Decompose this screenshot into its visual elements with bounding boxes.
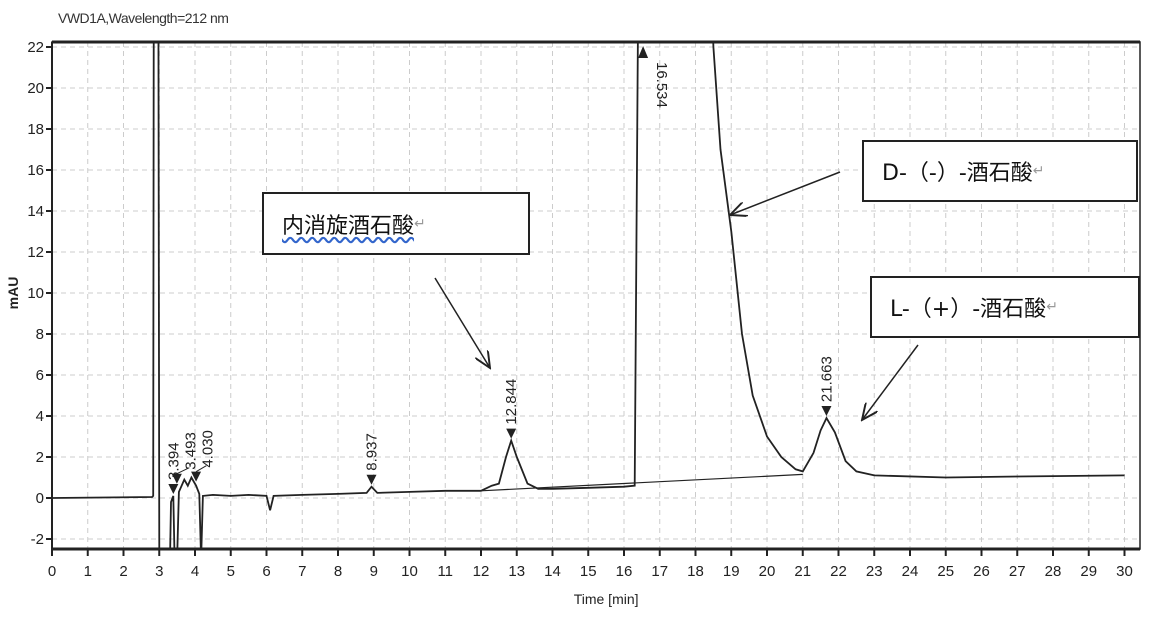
series-group bbox=[52, 42, 1125, 549]
x-tick-label: 11 bbox=[437, 563, 453, 580]
y-tick-label: 2 bbox=[36, 449, 44, 466]
annotation-l-tartaric-acid: L-（+）-酒石酸 ↵ bbox=[870, 276, 1140, 338]
x-tick-label: 16 bbox=[616, 563, 633, 580]
x-tick-label: 15 bbox=[580, 563, 597, 580]
annotation-text: D-（-）-酒石酸 bbox=[882, 161, 1033, 186]
x-tick-label: 23 bbox=[866, 563, 883, 580]
y-tick-label: 14 bbox=[27, 203, 44, 220]
x-tick-label: 27 bbox=[1009, 563, 1026, 580]
y-tick-label: 22 bbox=[27, 39, 44, 56]
x-tick-label: 21 bbox=[794, 563, 811, 580]
y-tick-label: 18 bbox=[27, 121, 44, 138]
peak-label: 21.663 bbox=[818, 356, 835, 402]
annotation-arrow bbox=[730, 171, 841, 215]
peak-marker bbox=[191, 471, 202, 482]
return-mark: ↵ bbox=[1046, 299, 1058, 315]
peak-label-leader bbox=[176, 467, 190, 475]
x-tick-label: 8 bbox=[334, 563, 342, 580]
peak-marker bbox=[506, 428, 517, 439]
x-tick-label: 25 bbox=[937, 563, 954, 580]
annotation-text: 内消旋酒石酸 bbox=[282, 213, 415, 239]
x-tick-label: 5 bbox=[227, 563, 235, 580]
annotation-d-tartaric-acid: D-（-）-酒石酸 ↵ bbox=[862, 140, 1138, 202]
y-axis-label: mAU bbox=[5, 277, 21, 310]
peak-marker bbox=[168, 483, 179, 494]
x-tick-label: 0 bbox=[48, 563, 56, 580]
annotation-meso-tartaric-acid: 内消旋酒石酸 ↵ bbox=[262, 192, 530, 255]
x-tick-label: 2 bbox=[119, 563, 127, 580]
y-tick-label: 20 bbox=[27, 80, 44, 97]
peak-label: 16.534 bbox=[653, 62, 670, 108]
annotation-arrow bbox=[434, 277, 490, 368]
x-tick-label: 7 bbox=[298, 563, 306, 580]
peak-label: 8.937 bbox=[363, 433, 380, 471]
x-tick-label: 9 bbox=[370, 563, 378, 580]
x-tick-label: 17 bbox=[651, 563, 668, 580]
y-tick-label: 8 bbox=[36, 326, 44, 343]
annotation-text: L-（+）-酒石酸 bbox=[890, 297, 1047, 322]
chart-title: VWD1A,Wavelength=212 nm bbox=[58, 10, 229, 26]
x-tick-label: 20 bbox=[759, 563, 776, 580]
annotation-arrow bbox=[862, 344, 919, 420]
peak-label: 3.394 bbox=[165, 442, 182, 480]
x-tick-label: 12 bbox=[473, 563, 490, 580]
x-tick-label: 4 bbox=[191, 563, 199, 580]
x-tick-label: 30 bbox=[1116, 563, 1133, 580]
peak-marker bbox=[366, 474, 377, 485]
return-mark: ↵ bbox=[1032, 163, 1045, 179]
y-tick-label: 12 bbox=[27, 244, 44, 261]
peak-marker bbox=[638, 46, 649, 58]
x-tick-label: 24 bbox=[902, 563, 919, 580]
x-tick-label: 28 bbox=[1045, 563, 1062, 580]
x-tick-label: 1 bbox=[84, 563, 92, 580]
x-tick-label: 14 bbox=[544, 563, 561, 580]
y-tick-label: 10 bbox=[27, 285, 44, 302]
peak-label: 3.493 bbox=[182, 432, 199, 470]
x-tick-label: 18 bbox=[687, 563, 704, 580]
x-tick-label: 22 bbox=[830, 563, 847, 580]
x-tick-label: 13 bbox=[508, 563, 525, 580]
y-tick-label: 16 bbox=[27, 162, 44, 179]
y-tick-label: 0 bbox=[36, 490, 44, 507]
x-tick-label: 19 bbox=[723, 563, 740, 580]
peak-label: 4.030 bbox=[199, 430, 216, 468]
peak-marker bbox=[171, 473, 182, 484]
baseline-line bbox=[480, 473, 803, 492]
x-tick-label: 10 bbox=[401, 563, 418, 580]
x-tick-label: 3 bbox=[155, 563, 163, 580]
x-tick-label: 26 bbox=[973, 563, 990, 580]
peak-label-leader bbox=[195, 465, 207, 473]
x-tick-label: 29 bbox=[1080, 563, 1097, 580]
y-tick-label: -2 bbox=[31, 531, 44, 548]
peak-label: 12.844 bbox=[503, 379, 520, 425]
x-axis-label: Time [min] bbox=[574, 591, 639, 607]
peak-marker bbox=[821, 406, 832, 417]
return-mark: ↵ bbox=[414, 215, 426, 232]
y-tick-label: 4 bbox=[36, 408, 44, 425]
y-tick-label: 6 bbox=[36, 367, 44, 384]
x-tick-label: 6 bbox=[262, 563, 270, 580]
